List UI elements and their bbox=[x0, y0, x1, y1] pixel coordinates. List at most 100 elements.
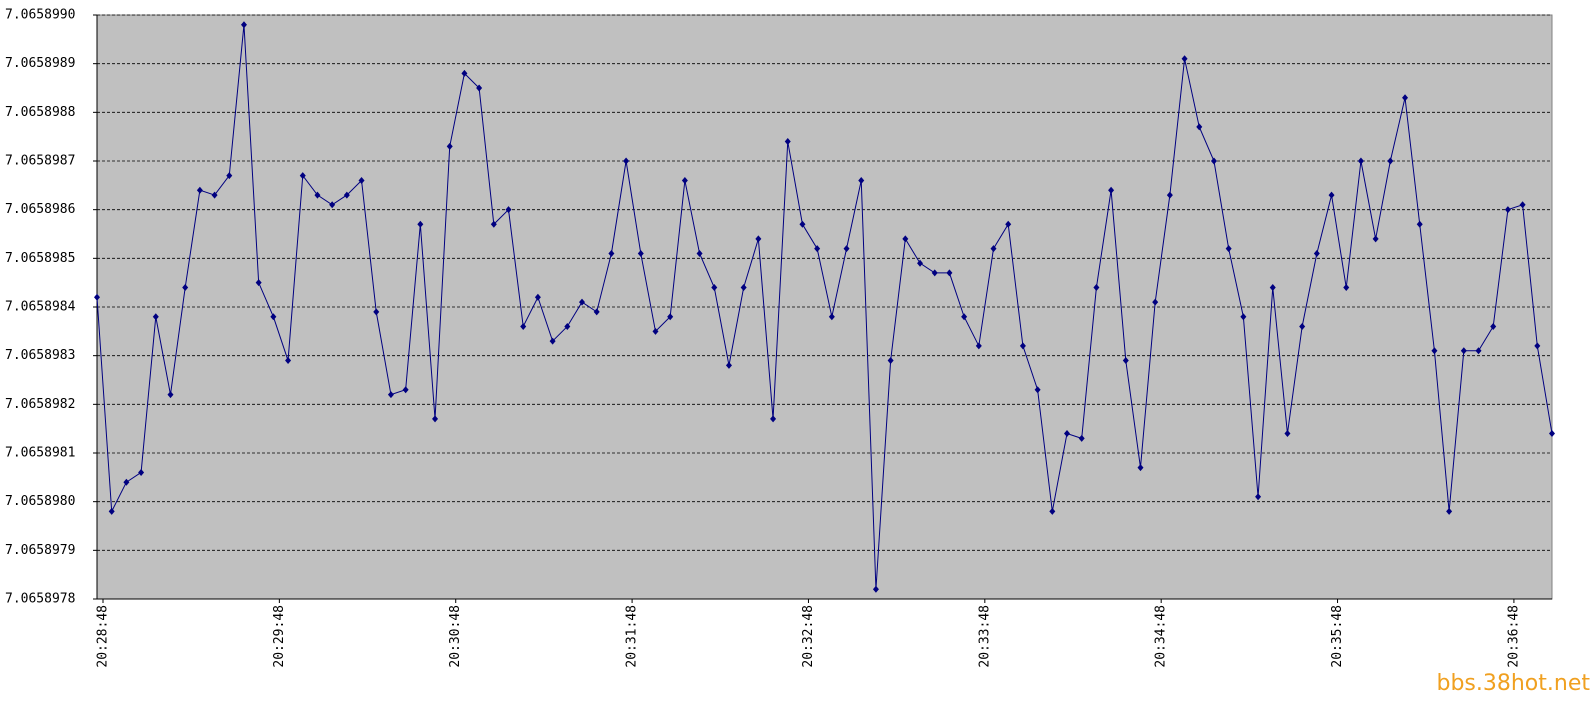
watermark: bbs.38hot.net bbox=[1436, 671, 1590, 696]
data-point bbox=[314, 191, 321, 199]
data-point bbox=[505, 206, 512, 214]
data-point bbox=[681, 176, 688, 184]
data-point bbox=[211, 191, 218, 199]
data-point bbox=[593, 308, 600, 316]
data-point bbox=[637, 249, 644, 257]
data-point bbox=[1343, 284, 1350, 292]
data-point bbox=[931, 269, 938, 277]
data-point bbox=[1313, 249, 1320, 257]
data-point bbox=[1534, 342, 1541, 350]
data-point bbox=[1402, 94, 1409, 102]
data-point bbox=[696, 249, 703, 257]
data-point bbox=[1064, 430, 1070, 438]
data-point bbox=[1357, 157, 1364, 165]
data-point bbox=[975, 342, 982, 350]
data-point bbox=[564, 322, 571, 330]
data-point bbox=[755, 235, 762, 243]
data-point bbox=[814, 245, 821, 253]
data-point bbox=[784, 138, 791, 146]
data-point bbox=[1210, 157, 1217, 165]
data-point bbox=[1034, 386, 1041, 394]
data-point bbox=[1255, 493, 1262, 501]
x-tick-label: 20:33:48 bbox=[977, 605, 992, 668]
data-point bbox=[843, 245, 850, 253]
data-point bbox=[299, 172, 306, 180]
data-point bbox=[1475, 347, 1482, 355]
data-point bbox=[402, 386, 409, 394]
y-tick-label: 7.0658982 bbox=[5, 397, 75, 412]
data-point bbox=[476, 84, 483, 92]
data-point bbox=[373, 308, 380, 316]
data-point bbox=[1460, 347, 1467, 355]
data-point bbox=[770, 415, 777, 423]
series-line bbox=[96, 24, 1553, 590]
data-point bbox=[182, 284, 189, 292]
x-tick-label: 20:35:48 bbox=[1330, 605, 1345, 668]
data-point bbox=[961, 313, 968, 321]
data-point bbox=[1078, 434, 1085, 442]
y-tick-label: 7.0658978 bbox=[5, 592, 75, 607]
data-point bbox=[432, 415, 439, 423]
y-tick-label: 7.0658990 bbox=[5, 8, 75, 23]
data-point bbox=[623, 157, 630, 165]
data-point bbox=[1416, 220, 1423, 228]
data-point bbox=[196, 186, 203, 194]
x-tick-label: 20:29:48 bbox=[272, 605, 287, 668]
y-tick-label: 7.0658986 bbox=[5, 202, 75, 217]
data-point bbox=[1019, 342, 1026, 350]
x-tick-label: 20:34:48 bbox=[1154, 605, 1169, 668]
data-point bbox=[549, 337, 556, 345]
data-point bbox=[490, 220, 497, 228]
data-point bbox=[608, 249, 615, 257]
data-point bbox=[725, 361, 732, 369]
data-point bbox=[255, 279, 262, 287]
data-point bbox=[94, 293, 100, 301]
x-tick-label: 20:30:48 bbox=[448, 605, 463, 668]
data-point bbox=[1446, 507, 1453, 515]
data-point bbox=[446, 142, 453, 150]
data-point bbox=[108, 507, 115, 515]
data-point bbox=[152, 313, 159, 321]
x-tick-label: 20:31:48 bbox=[625, 605, 640, 668]
data-point bbox=[828, 313, 835, 321]
data-point bbox=[167, 391, 174, 399]
data-point bbox=[1549, 430, 1555, 438]
data-point bbox=[1225, 245, 1232, 253]
x-tick-label: 20:36:48 bbox=[1506, 605, 1521, 668]
data-point bbox=[1504, 206, 1511, 214]
data-point bbox=[123, 478, 130, 486]
data-point bbox=[461, 69, 468, 77]
data-point bbox=[226, 172, 233, 180]
data-point bbox=[1196, 123, 1203, 131]
data-point bbox=[329, 201, 336, 209]
data-point bbox=[990, 245, 997, 253]
data-point bbox=[417, 220, 424, 228]
x-tick-label: 20:28:48 bbox=[96, 605, 111, 668]
data-point bbox=[387, 391, 394, 399]
y-tick-label: 7.0658980 bbox=[5, 494, 75, 509]
data-point bbox=[1181, 55, 1188, 63]
data-point bbox=[1049, 507, 1056, 515]
data-point bbox=[799, 220, 806, 228]
data-point bbox=[872, 585, 879, 593]
y-tick-label: 7.0658987 bbox=[5, 154, 75, 169]
data-point bbox=[270, 313, 277, 321]
data-point bbox=[1240, 313, 1247, 321]
y-tick-label: 7.0658988 bbox=[5, 105, 75, 120]
data-point bbox=[285, 357, 292, 365]
data-point bbox=[358, 176, 365, 184]
data-point bbox=[1166, 191, 1173, 199]
data-point bbox=[240, 21, 247, 29]
data-point bbox=[1269, 284, 1276, 292]
data-point bbox=[1328, 191, 1335, 199]
data-point bbox=[1005, 220, 1012, 228]
y-tick-label: 7.0658985 bbox=[5, 251, 75, 266]
data-point bbox=[652, 327, 659, 335]
data-point bbox=[1093, 284, 1100, 292]
data-point bbox=[343, 191, 350, 199]
data-point bbox=[1431, 347, 1438, 355]
data-point bbox=[520, 322, 527, 330]
y-tick-label: 7.0658983 bbox=[5, 348, 75, 363]
y-tick-label: 7.0658984 bbox=[5, 300, 76, 315]
data-point bbox=[902, 235, 909, 243]
